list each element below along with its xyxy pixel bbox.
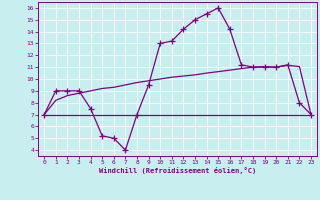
X-axis label: Windchill (Refroidissement éolien,°C): Windchill (Refroidissement éolien,°C): [99, 167, 256, 174]
